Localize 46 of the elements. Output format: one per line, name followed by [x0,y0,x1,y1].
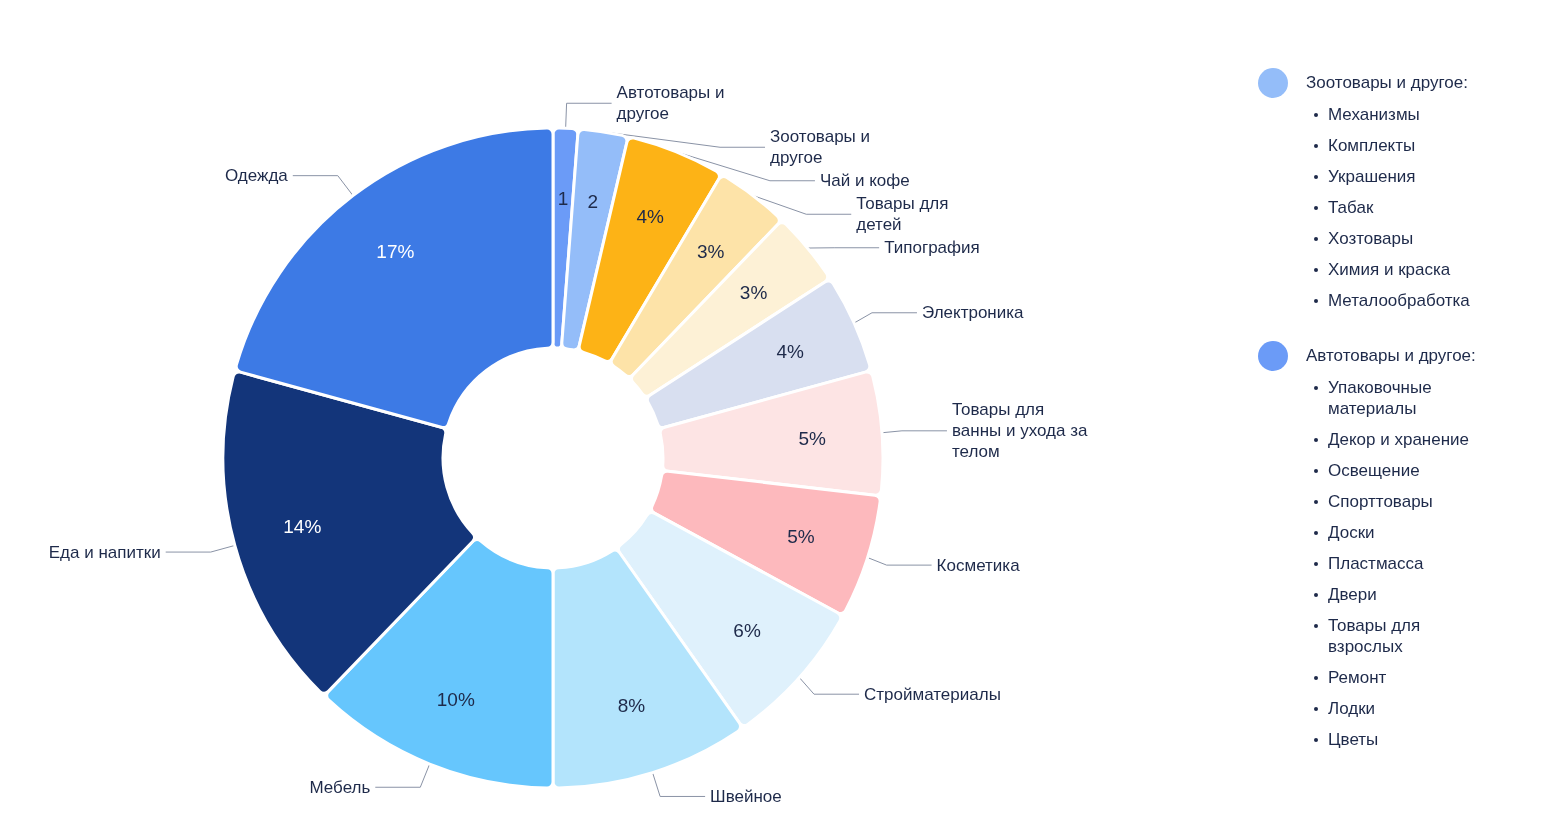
text: Пластмасса [1328,553,1424,574]
data-label: 3% [739,282,768,304]
data-label: 14% [283,516,322,538]
text: Украшения [1328,166,1416,187]
data-label: 3% [696,240,725,262]
text: Декор и хранение [1328,429,1470,450]
slice-label: Типография [884,238,980,258]
slice-label: Товары для детей [856,194,954,235]
text: Доски [1328,522,1375,543]
text: Лодки [1328,698,1376,719]
text: Освещение [1328,460,1420,481]
slice-label: Швейное [710,786,782,806]
text: Спорттовары [1328,491,1433,512]
data-label: 17% [376,240,415,262]
data-label: 5% [787,525,815,547]
text: Табак [1328,197,1374,218]
slice-label: Косметика [936,555,1021,575]
text: Товары для взрослых [1328,615,1422,657]
text: Зоотовары и другое: [1306,73,1468,93]
text: Автотовары и другое: [1306,346,1476,366]
text: Хозтовары [1328,228,1414,249]
data-label: 1 [557,187,569,209]
slice-label: Чай и кофе [819,171,910,191]
slice-label: Стройматериалы [864,684,1001,704]
slice-label: Одежда [225,166,289,186]
slice-label: Зоотовары и другое [770,127,875,168]
slice-label: Мебель [309,777,371,797]
text: Механизмы [1328,104,1420,125]
data-label: 4% [776,341,805,363]
data-label: 5% [798,427,827,449]
text: Ремонт [1328,667,1387,688]
text: Цветы [1328,729,1379,750]
data-label: 8% [617,695,646,717]
slice-label: Товары для ванны и ухода за телом [951,400,1093,462]
text: Металообработка [1328,290,1470,311]
text: Комплекты [1328,135,1416,156]
data-label: 6% [733,620,761,642]
data-label: 10% [436,688,475,710]
text: Упаковочные материалы [1328,377,1433,419]
data-label: 2 [587,190,598,212]
text: Химия и краска [1328,259,1451,280]
text: Двери [1328,584,1377,605]
data-label: 4% [636,206,665,228]
slice-label: Автотовары и другое [616,83,730,124]
slice-label: Еда и напитки [48,542,161,562]
slice-label: Электроника [921,303,1025,323]
